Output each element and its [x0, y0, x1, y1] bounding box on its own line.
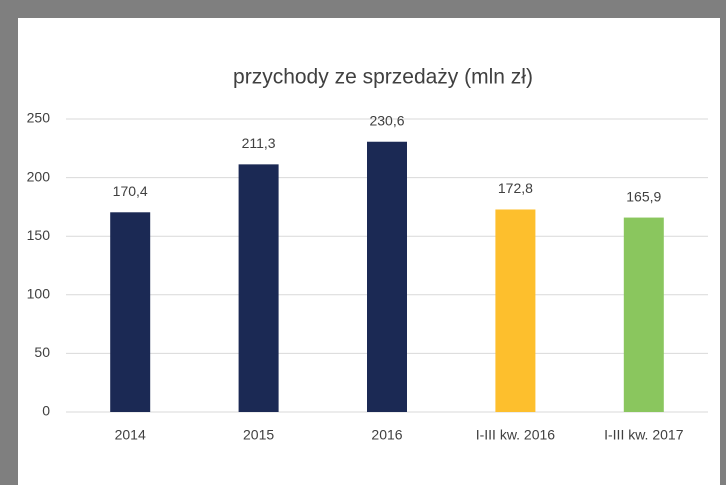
x-tick-label: 2015 [243, 427, 274, 443]
chart-title: przychody ze sprzedaży (mln zł) [233, 66, 533, 89]
y-tick-label: 50 [34, 344, 50, 360]
x-tick-label: I-III kw. 2016 [476, 427, 556, 443]
value-label: 170,4 [113, 183, 148, 199]
value-label: 211,3 [242, 135, 276, 151]
y-tick-label: 100 [27, 286, 51, 302]
y-tick-label: 150 [27, 227, 51, 243]
x-tick-label: 2016 [371, 427, 402, 443]
value-label: 230,6 [369, 112, 404, 128]
bar [367, 141, 407, 412]
value-label: 172,8 [498, 180, 533, 196]
y-tick-label: 0 [42, 403, 50, 419]
x-tick-label: I-III kw. 2017 [604, 427, 684, 443]
bar [495, 209, 536, 412]
bar [238, 164, 279, 412]
value-label: 165,9 [626, 188, 661, 204]
bar [110, 212, 151, 412]
x-tick-label: 2014 [115, 427, 146, 443]
bar [623, 217, 664, 412]
y-tick-label: 200 [27, 168, 51, 184]
y-tick-label: 250 [27, 110, 51, 126]
